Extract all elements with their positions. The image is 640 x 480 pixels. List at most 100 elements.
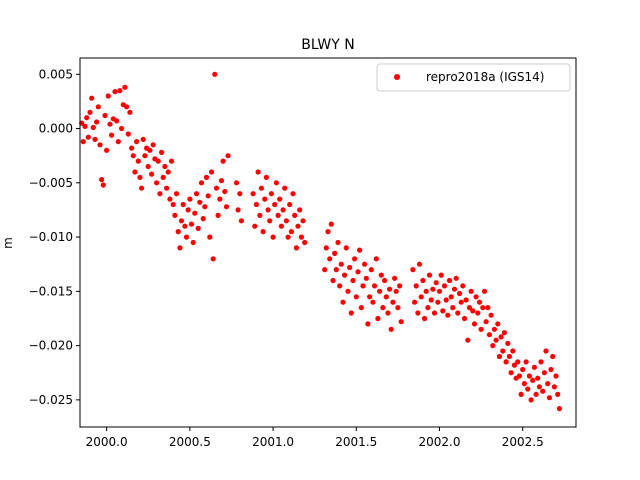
- chart-title: BLWY N: [301, 37, 354, 53]
- data-point: [545, 381, 551, 387]
- data-point: [416, 261, 423, 267]
- data-point: [220, 158, 226, 164]
- data-point: [302, 239, 308, 246]
- data-point: [480, 305, 486, 311]
- data-point: [392, 275, 398, 281]
- data-point: [471, 321, 478, 327]
- data-point: [140, 136, 146, 142]
- data-point: [84, 115, 90, 121]
- data-point: [327, 256, 333, 262]
- data-point: [125, 131, 131, 137]
- data-point: [530, 377, 536, 383]
- data-point: [165, 169, 171, 175]
- y-tick-label: 0.000: [39, 122, 73, 136]
- data-point: [145, 163, 151, 170]
- data-point: [80, 139, 86, 145]
- data-point: [500, 348, 506, 354]
- data-point: [441, 283, 448, 289]
- data-point: [164, 185, 170, 191]
- data-point: [119, 125, 125, 132]
- data-point: [233, 180, 240, 186]
- data-point: [168, 158, 175, 164]
- data-point: [358, 305, 364, 311]
- data-point: [536, 384, 543, 390]
- data-point: [475, 310, 481, 316]
- y-tick-label: −0.025: [29, 393, 73, 407]
- axis-ticks: 2000.0 2000.5 2001.0 2001.5 2002.0 2002.5 0.00…: [29, 67, 544, 449]
- data-point: [433, 280, 439, 286]
- data-point: [268, 191, 274, 197]
- data-point: [338, 261, 344, 267]
- data-point: [390, 299, 396, 305]
- data-point: [490, 343, 496, 349]
- data-point: [202, 204, 208, 210]
- data-point: [273, 180, 279, 186]
- data-point: [188, 221, 195, 227]
- data-point: [483, 319, 489, 325]
- data-point: [277, 196, 283, 202]
- data-point: [218, 178, 225, 184]
- data-point: [197, 199, 203, 205]
- data-point: [373, 256, 379, 262]
- data-point: [105, 93, 111, 99]
- data-point: [283, 218, 289, 224]
- data-point: [478, 326, 484, 332]
- data-point: [388, 326, 394, 332]
- data-point: [238, 218, 244, 224]
- data-point: [430, 286, 436, 292]
- data-point: [278, 223, 284, 229]
- data-point: [368, 267, 374, 273]
- data-point: [323, 245, 329, 251]
- data-point: [195, 225, 201, 231]
- data-point: [300, 218, 306, 224]
- data-point: [540, 388, 546, 394]
- data-point: [556, 406, 563, 412]
- data-point: [503, 359, 509, 365]
- data-point: [212, 71, 218, 77]
- y-tick-label: −0.005: [29, 176, 73, 190]
- data-point: [258, 185, 264, 191]
- data-point: [210, 256, 216, 262]
- data-point: [355, 269, 361, 275]
- data-point: [325, 229, 331, 235]
- data-point: [363, 275, 369, 281]
- data-point: [465, 337, 471, 343]
- data-point: [550, 353, 556, 360]
- data-point: [395, 305, 401, 311]
- data-point: [178, 218, 185, 224]
- data-point: [262, 196, 268, 202]
- data-point: [263, 174, 269, 180]
- data-point: [415, 310, 421, 316]
- data-point: [149, 171, 155, 177]
- data-point: [328, 221, 334, 227]
- x-tick-label: 2002.0: [419, 435, 461, 449]
- data-point: [114, 118, 120, 124]
- data-point: [360, 283, 366, 289]
- data-point: [132, 169, 138, 175]
- data-point: [367, 294, 373, 300]
- data-point: [285, 234, 291, 240]
- data-point: [193, 191, 200, 197]
- data-point: [129, 145, 135, 151]
- data-point: [350, 277, 356, 284]
- data-point: [440, 308, 446, 314]
- x-tick-label: 2002.5: [502, 435, 544, 449]
- data-point: [223, 204, 230, 210]
- data-point: [533, 391, 539, 397]
- data-point: [498, 334, 504, 340]
- data-point: [461, 315, 468, 322]
- data-point: [147, 147, 153, 153]
- data-point: [109, 132, 115, 138]
- data-point: [357, 247, 363, 253]
- data-point: [481, 288, 488, 294]
- data-point: [551, 384, 558, 390]
- data-point: [333, 267, 339, 273]
- data-point: [337, 283, 343, 289]
- data-point: [506, 353, 512, 360]
- data-point: [290, 191, 296, 197]
- data-point: [95, 104, 101, 110]
- data-point: [425, 305, 431, 311]
- data-point: [90, 124, 96, 131]
- data-point: [253, 201, 259, 208]
- data-point: [183, 234, 190, 240]
